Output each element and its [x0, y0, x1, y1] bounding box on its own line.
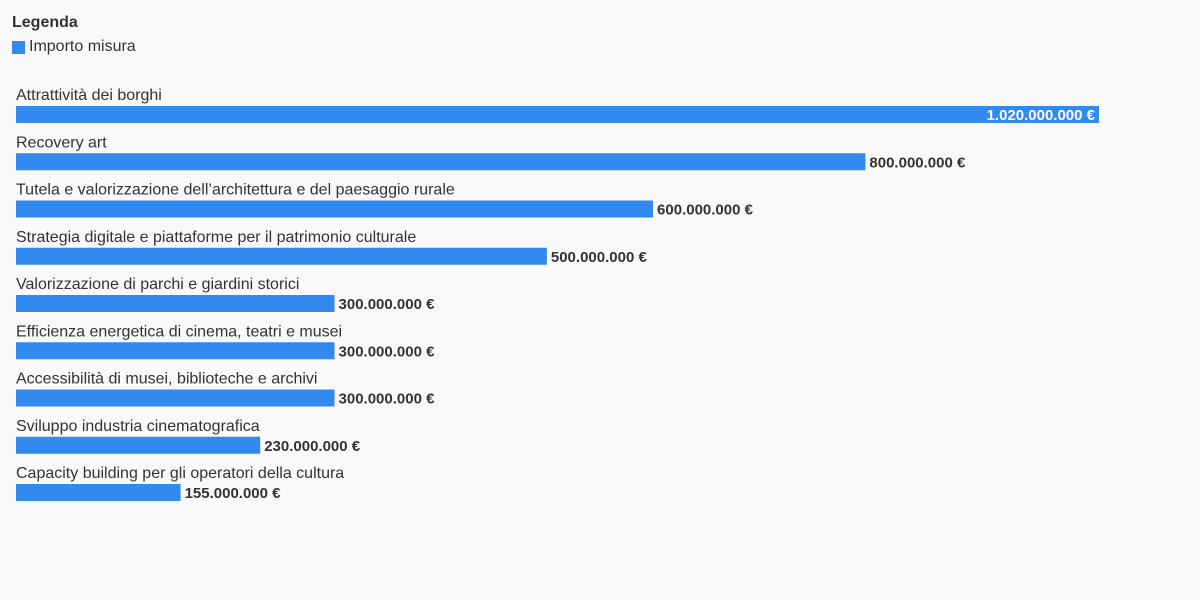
legend-swatch	[12, 40, 25, 54]
value-label: 800.000.000 €	[869, 154, 966, 171]
value-label: 300.000.000 €	[339, 296, 436, 313]
category-label: Efficienza energetica di cinema, teatri …	[16, 323, 342, 340]
legend-item-importo-misura[interactable]: Importo misura	[12, 36, 136, 58]
value-label: 1.020.000.000 €	[987, 107, 1096, 124]
category-label: Sviluppo industria cinematografica	[16, 418, 260, 435]
bar[interactable]	[16, 153, 866, 171]
value-label: 300.000.000 €	[339, 343, 436, 360]
value-label: 300.000.000 €	[339, 391, 436, 408]
bar[interactable]	[16, 106, 1099, 123]
category-label: Capacity building per gli operatori dell…	[16, 465, 344, 482]
bar[interactable]	[16, 200, 654, 218]
value-label: 155.000.000 €	[185, 485, 282, 502]
bar[interactable]	[16, 484, 181, 501]
category-label: Valorizzazione di parchi e giardini stor…	[16, 276, 299, 293]
category-label: Attrattività dei borghi	[16, 87, 162, 104]
bar[interactable]	[16, 342, 335, 360]
value-label: 600.000.000 €	[657, 202, 754, 219]
bar[interactable]	[16, 389, 335, 407]
legend-title: Legenda	[12, 14, 78, 31]
category-label: Strategia digitale e piattaforme per il …	[16, 229, 416, 246]
bar[interactable]	[16, 295, 335, 312]
bar[interactable]	[16, 436, 261, 454]
category-label: Accessibilità di musei, biblioteche e ar…	[16, 371, 317, 388]
value-label: 230.000.000 €	[264, 438, 361, 455]
legend-item-label: Importo misura	[29, 38, 136, 55]
legend: Legenda Importo misura	[12, 12, 136, 58]
bar[interactable]	[16, 247, 547, 265]
category-label: Recovery art	[16, 134, 107, 151]
category-label: Tutela e valorizzazione dell’architettur…	[16, 182, 455, 199]
value-label: 500.000.000 €	[551, 249, 648, 266]
